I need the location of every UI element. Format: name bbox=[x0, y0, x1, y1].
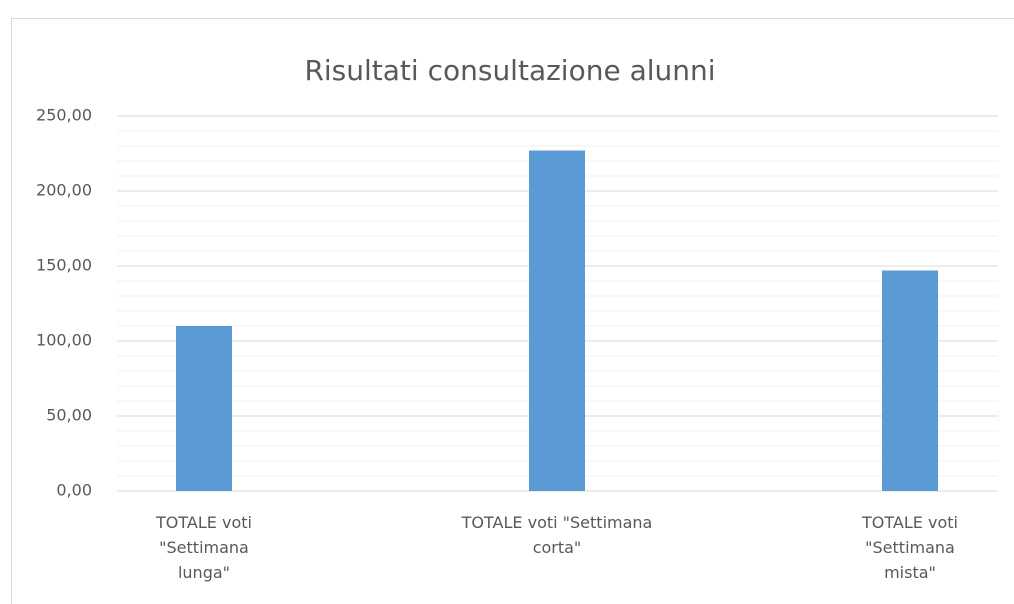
bar bbox=[176, 326, 232, 491]
y-tick-label: 0,00 bbox=[56, 481, 92, 500]
bar bbox=[529, 150, 585, 491]
y-tick-label: 100,00 bbox=[36, 331, 92, 350]
bar bbox=[882, 270, 938, 491]
chart-title: Risultati consultazione alunni bbox=[304, 54, 715, 87]
x-tick-label: TOTALE voti "Settimana corta" bbox=[461, 513, 653, 557]
y-tick-label: 250,00 bbox=[36, 106, 92, 125]
x-tick-label: TOTALE voti "Settimana mista" bbox=[862, 513, 958, 582]
y-tick-label: 200,00 bbox=[36, 181, 92, 200]
y-tick-label: 150,00 bbox=[36, 256, 92, 275]
y-tick-label: 50,00 bbox=[46, 406, 92, 425]
x-tick-label: TOTALE voti "Settimana lunga" bbox=[156, 513, 252, 582]
